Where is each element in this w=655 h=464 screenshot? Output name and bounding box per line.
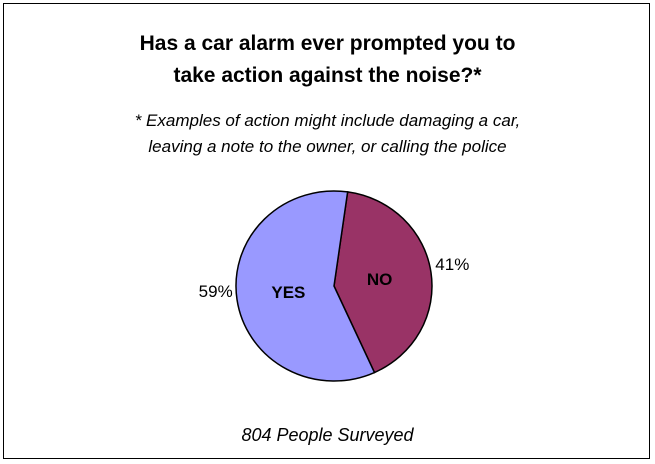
pie-slice-label-no: NO	[367, 270, 393, 289]
pie-slice-no	[333, 191, 433, 374]
chart-title-line-1: Has a car alarm ever prompted you to	[139, 32, 516, 55]
chart-subtitle-line-2: leaving a note to the owner, or calling …	[148, 137, 507, 156]
pie-value-label-yes: 59%	[199, 282, 233, 301]
chart-subtitle-line-1: * Examples of action might include damag…	[134, 111, 521, 130]
pie-value-label-no: 41%	[435, 255, 469, 274]
chart-subtitle: * Examples of action might include damag…	[0, 108, 655, 160]
pie-slice-label-yes: YES	[271, 283, 305, 302]
chart-title: Has a car alarm ever prompted you to tak…	[0, 28, 655, 92]
pie-slice-yes	[235, 190, 376, 382]
survey-count: 804 People Surveyed	[241, 425, 414, 445]
chart-title-line-2: take action against the noise?*	[173, 64, 482, 87]
